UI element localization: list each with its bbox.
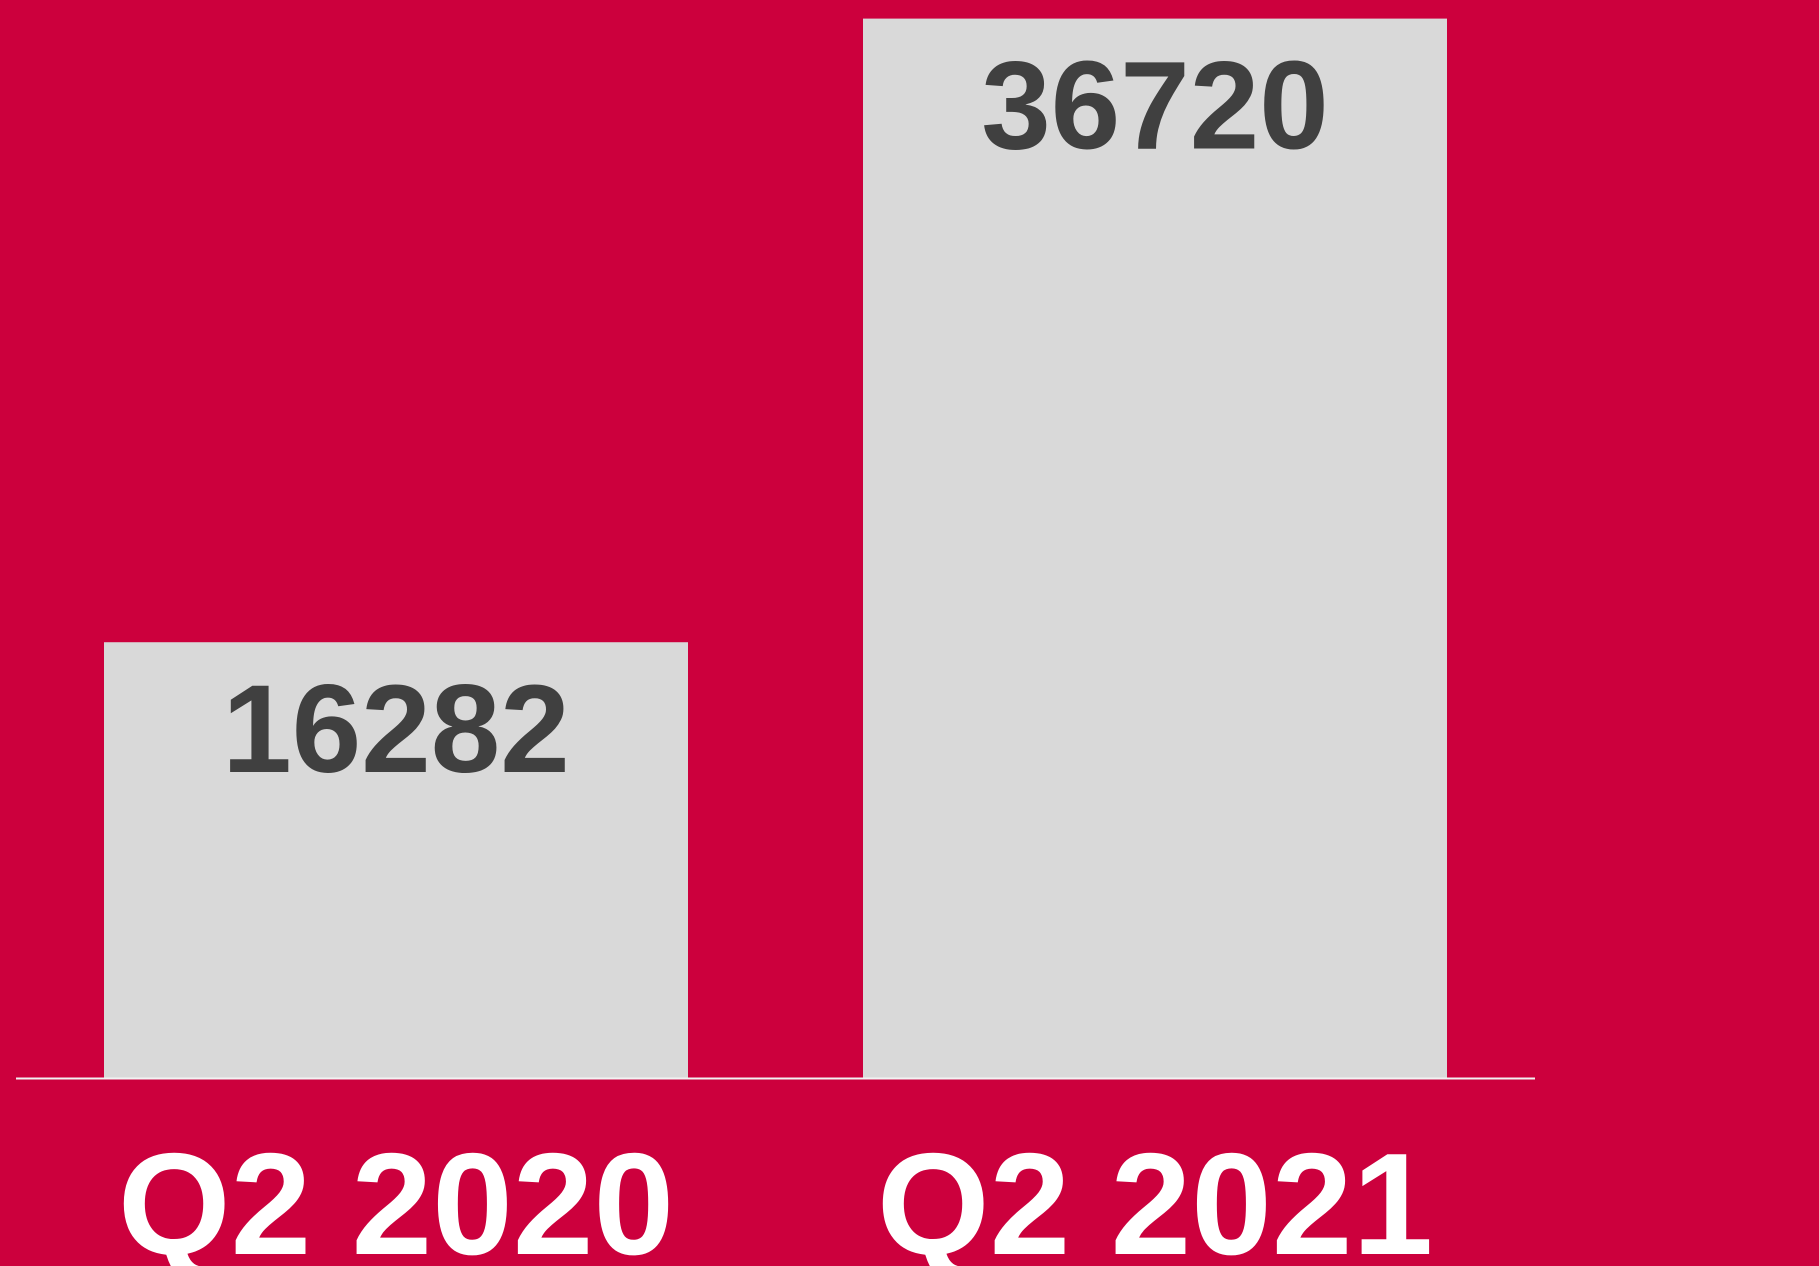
category-label: Q2 2020 [118,1123,674,1266]
category-label: Q2 2021 [877,1123,1433,1266]
bar [863,18,1447,1079]
bar [104,642,688,1078]
value-label: 16282 [222,660,570,799]
value-label: 36720 [981,37,1329,176]
